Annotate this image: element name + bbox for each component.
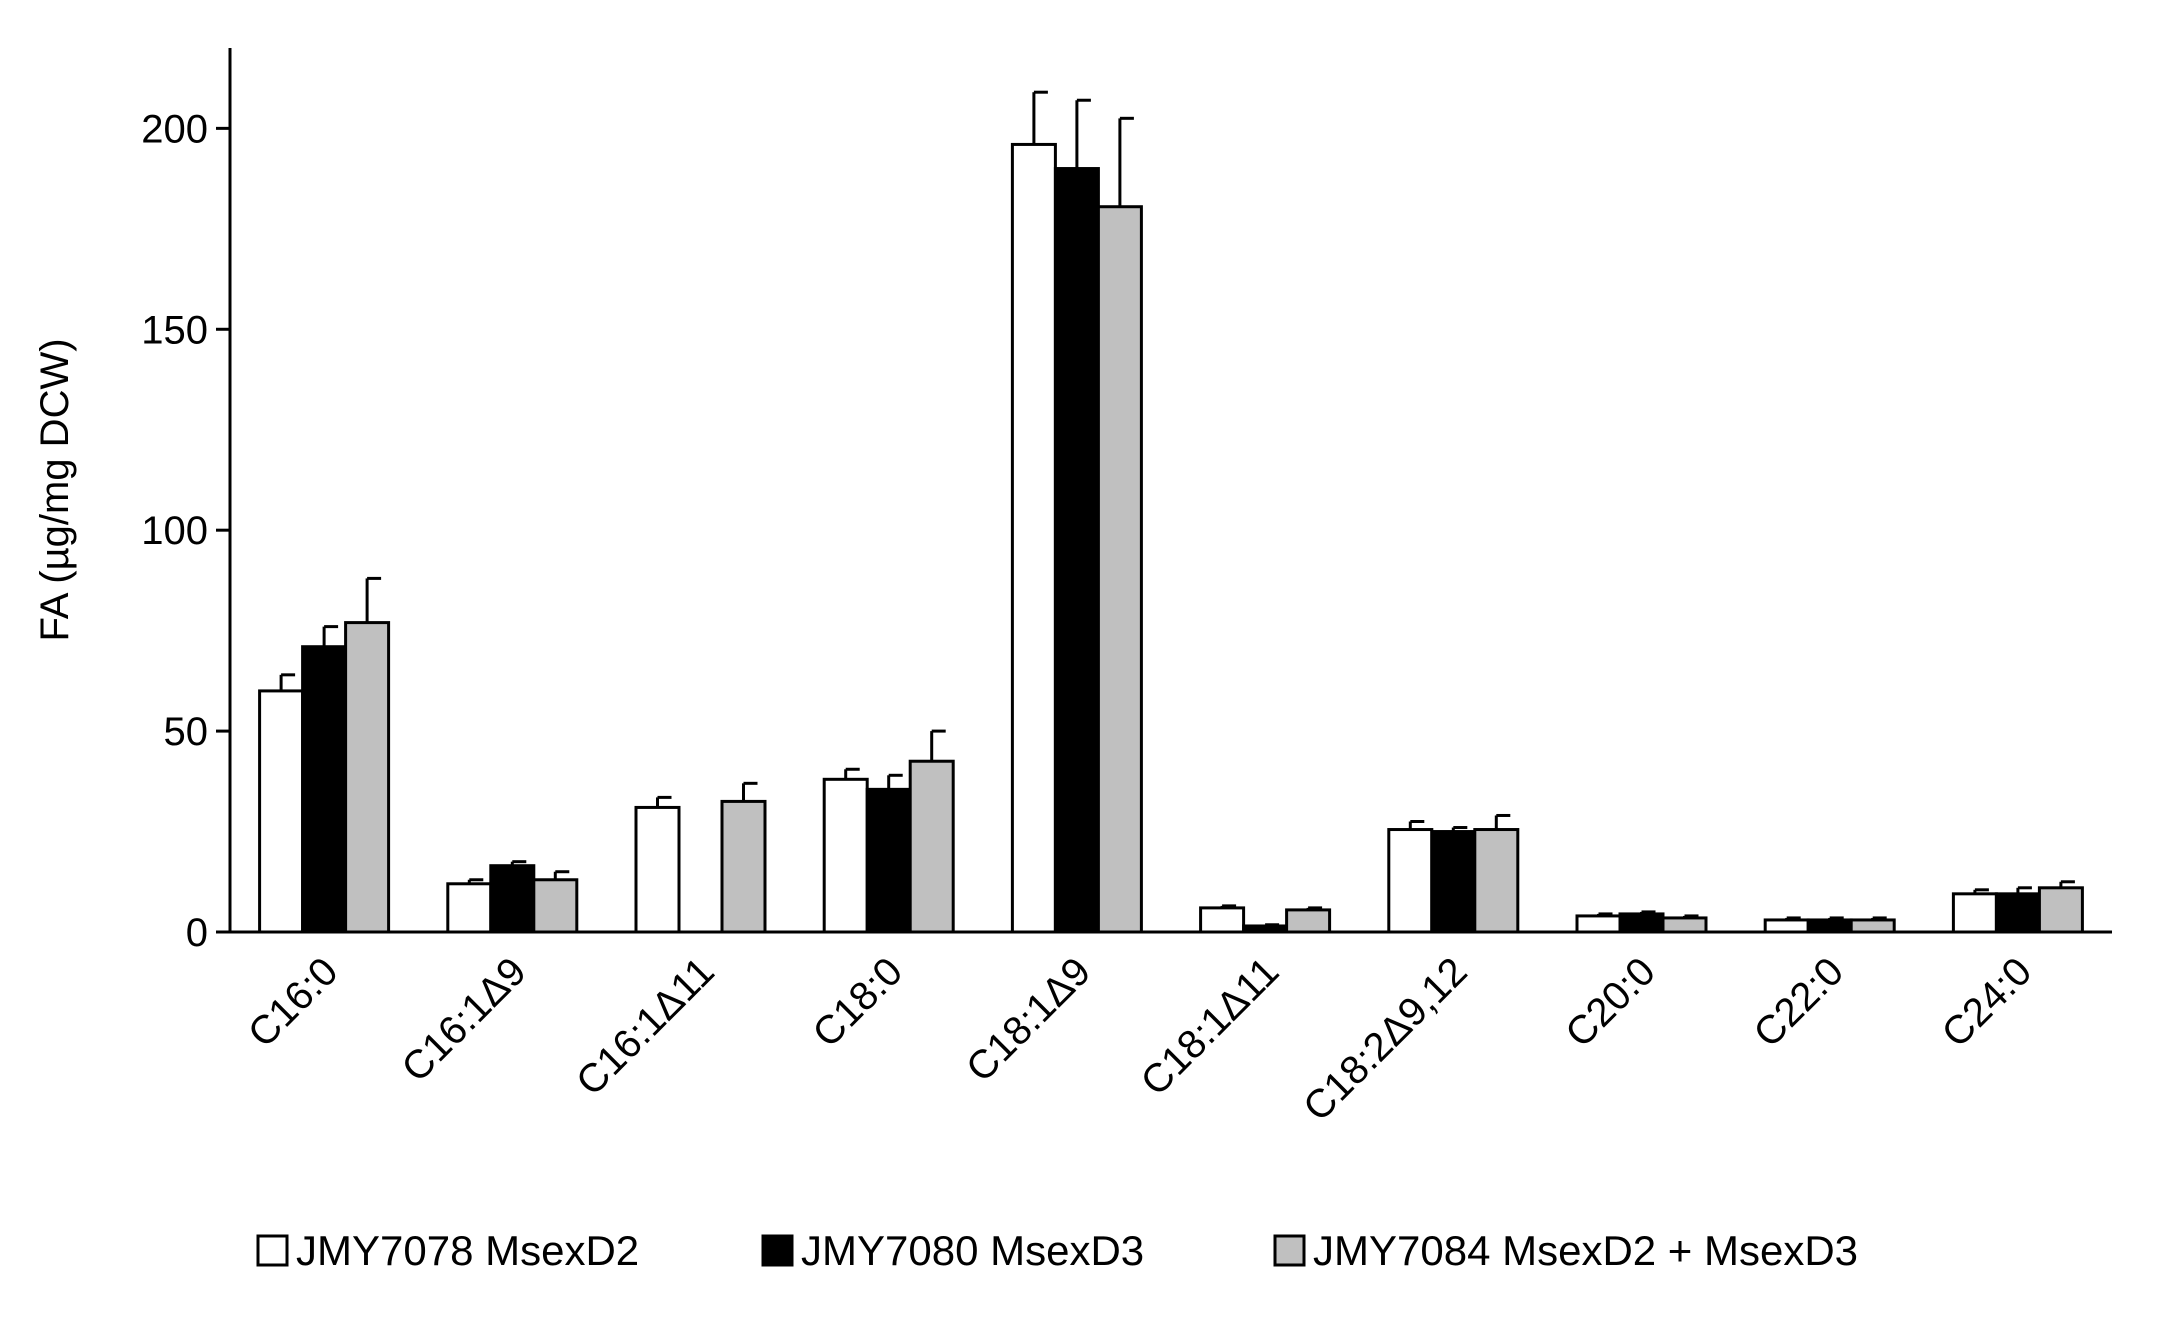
y-tick-label: 50 <box>164 710 209 754</box>
legend-swatch <box>761 1234 794 1267</box>
x-tick-label: C16:0 <box>240 949 347 1056</box>
bar <box>532 878 579 934</box>
x-tick-label: C24:0 <box>1934 949 2041 1056</box>
bar <box>1430 830 1477 934</box>
bar <box>634 805 681 934</box>
x-tick-label: C18:1Δ9 <box>958 949 1099 1090</box>
bar <box>1285 908 1332 934</box>
bar <box>1199 906 1246 934</box>
legend-label: JMY7078 MsexD2 <box>296 1227 639 1274</box>
x-tick-label: C20:0 <box>1557 949 1664 1056</box>
bar <box>1763 918 1810 934</box>
x-tick-label: C16:1Δ9 <box>393 949 534 1090</box>
y-tick-label: 200 <box>141 107 208 151</box>
bar <box>1618 912 1665 934</box>
bar <box>1806 918 1853 934</box>
bar <box>1010 142 1057 934</box>
legend-label: JMY7080 MsexD3 <box>801 1227 1144 1274</box>
bar <box>865 787 912 934</box>
legend-label: JMY7084 MsexD2 + MsexD3 <box>1313 1227 1858 1274</box>
bar <box>1387 828 1434 934</box>
legend: JMY7078 MsexD2 JMY7080 MsexD3 JMY7084 Msex… <box>256 1227 1858 1274</box>
y-tick-label: 100 <box>141 509 208 553</box>
x-tick-label: C18:1Δ11 <box>1133 949 1288 1104</box>
legend-swatch <box>256 1234 289 1267</box>
x-tick-label: C18:2Δ9,12 <box>1295 949 1476 1130</box>
bar <box>446 882 493 934</box>
bar <box>301 645 348 934</box>
bar <box>1951 892 1998 934</box>
x-tick-label: C16:1Δ11 <box>568 949 723 1104</box>
x-tick-label: C18:0 <box>804 949 911 1056</box>
x-tick-label: C22:0 <box>1745 949 1852 1056</box>
legend-swatch <box>1273 1234 1306 1267</box>
y-tick-label: 0 <box>186 911 208 955</box>
bar <box>822 777 869 934</box>
bar <box>2037 886 2084 934</box>
bar <box>720 799 767 934</box>
y-tick-label: 150 <box>141 308 208 352</box>
bar <box>1096 205 1143 934</box>
bar <box>1661 916 1708 934</box>
y-axis: 0 50 100 150 200 <box>141 48 232 955</box>
bar <box>1473 828 1520 934</box>
x-axis: C16:0 C16:1Δ9 C16:1Δ11 C18:0 C18:1Δ9 C18:1Δ11… <box>230 930 2112 1130</box>
bar <box>1849 918 1896 934</box>
bars <box>258 90 2084 934</box>
y-axis-title: FA (µg/mg DCW) <box>33 338 77 641</box>
bar <box>1053 167 1100 934</box>
bar <box>908 759 955 934</box>
bar <box>489 864 536 934</box>
bar <box>258 689 305 934</box>
bar <box>344 621 391 934</box>
bar <box>1575 914 1622 934</box>
bar <box>1994 892 2041 934</box>
